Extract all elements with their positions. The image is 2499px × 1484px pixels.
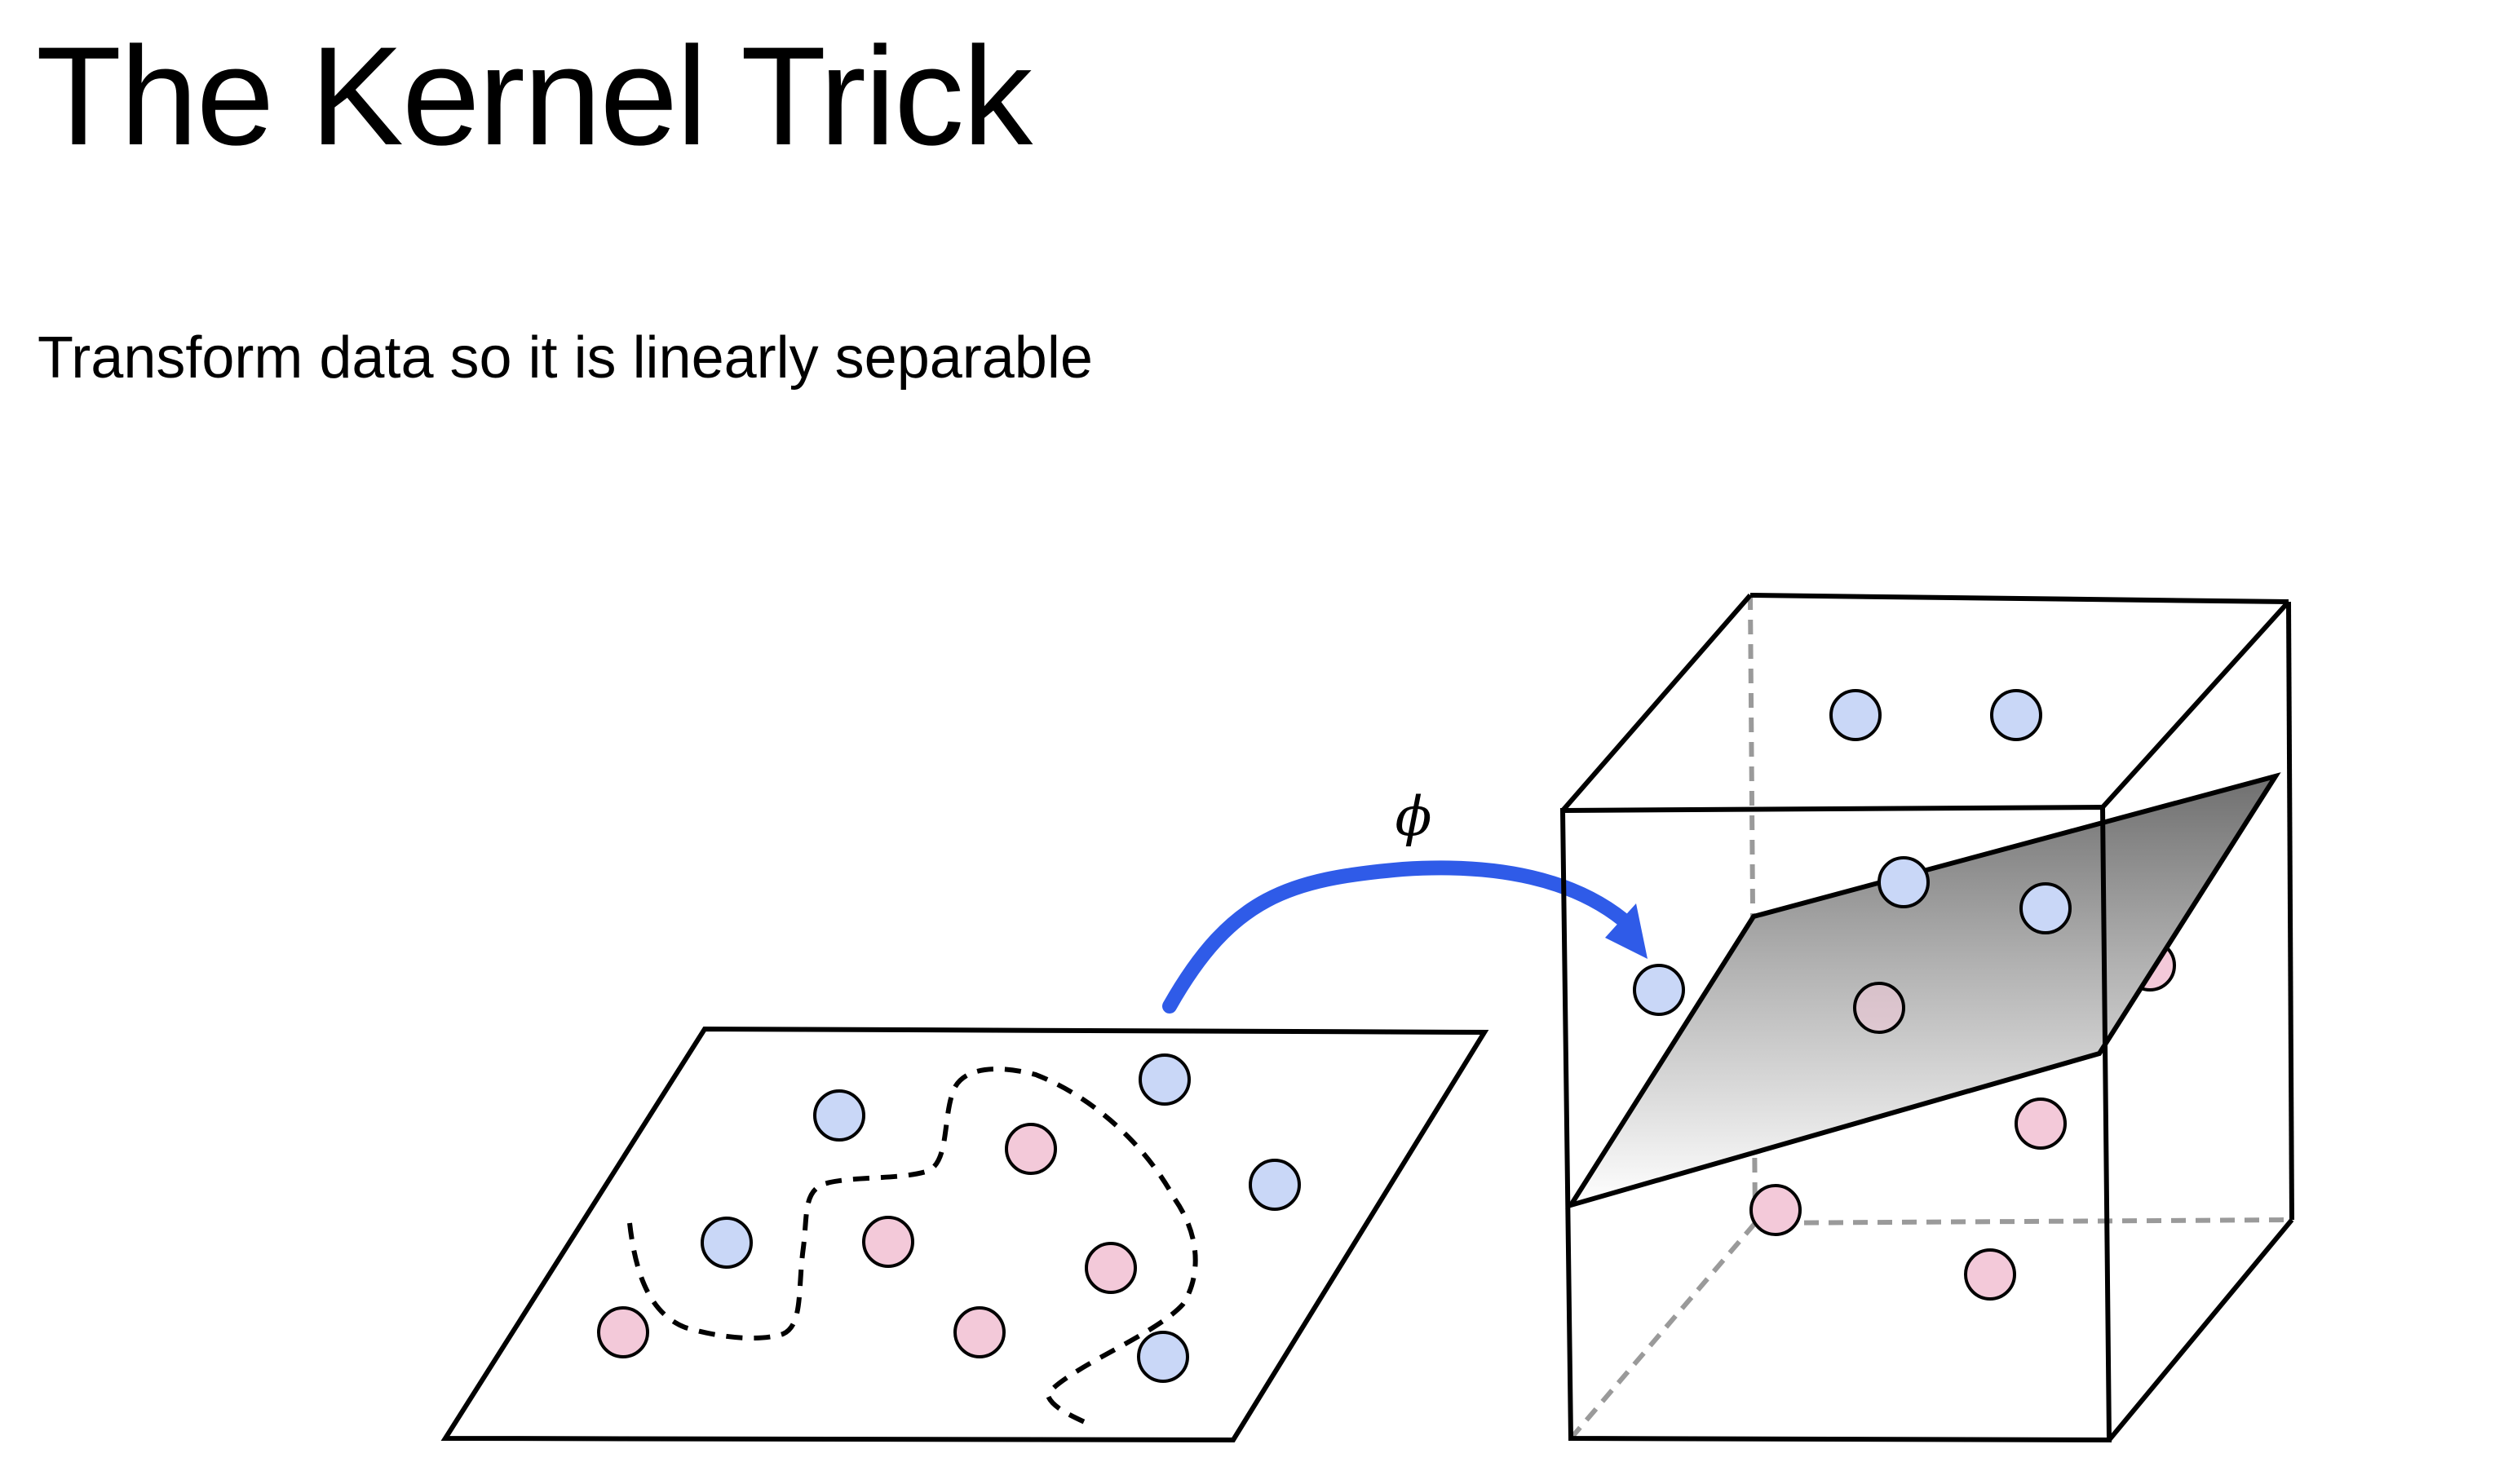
pink-data-point [953,1306,1006,1358]
arrow-head [1605,903,1648,959]
blue-data-point [813,1089,865,1142]
phi-label: ϕ [1395,785,1432,848]
slide-subtitle: Transform data so it is linearly separab… [38,325,1093,391]
blue-data-point [1633,964,1685,1016]
pink-data-point [1085,1242,1137,1294]
input-plane [440,1026,1489,1443]
pink-data-point [597,1306,649,1358]
blue-data-point [1139,1053,1191,1106]
feature-space [1559,593,2294,1443]
input-space [440,1026,1489,1443]
pink-data-point [1853,982,1905,1034]
pink-data-point [1005,1123,1057,1175]
blue-data-point [1249,1159,1301,1211]
blue-data-point [1990,689,2042,741]
pink-data-point [862,1216,914,1268]
blue-data-point [1137,1331,1189,1383]
slide-title: The Kernel Trick [36,18,1033,174]
pink-data-point [1964,1248,2016,1301]
kernel-mapping-arrow: ϕ [1162,785,1648,1014]
box-edges [1559,593,2294,1443]
blue-data-point [1829,689,1882,741]
blue-data-point [1878,856,1930,908]
blue-data-point [701,1217,753,1269]
pink-data-point [1749,1184,1802,1236]
pink-data-point [2015,1098,2067,1150]
arrow-curve [1162,860,1630,1014]
blue-data-point [2019,882,2072,934]
